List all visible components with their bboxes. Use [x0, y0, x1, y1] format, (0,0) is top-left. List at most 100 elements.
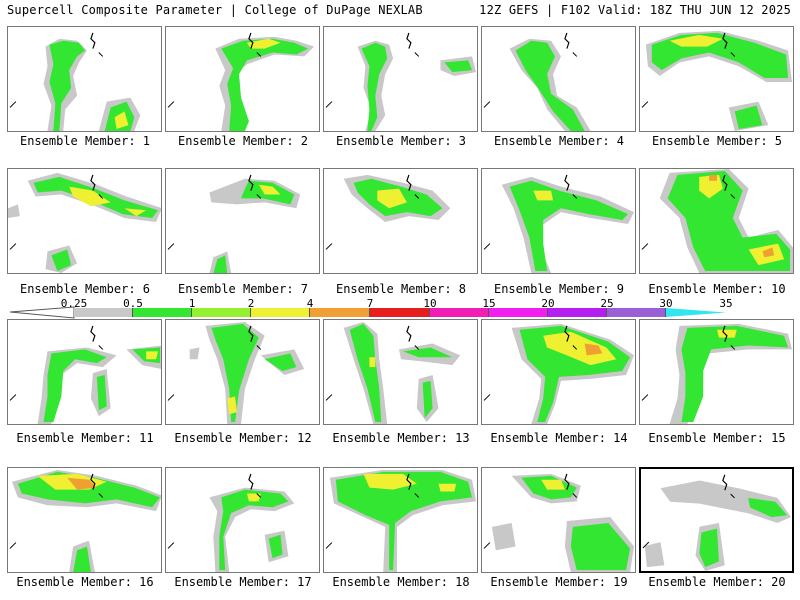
ensemble-panel-19[interactable]	[481, 467, 636, 573]
green-contour-1	[748, 497, 788, 518]
scp-map-12	[167, 321, 305, 424]
ensemble-panel-12[interactable]	[165, 319, 320, 425]
ensemble-panel-3[interactable]	[323, 26, 478, 132]
green-contour-1	[681, 325, 789, 423]
bay-outline	[414, 345, 420, 350]
green-contour-2	[699, 528, 719, 568]
yellow-contour-1	[377, 188, 407, 209]
legend-tick-7: 10	[423, 297, 437, 310]
coastline	[9, 542, 17, 549]
lake-outline	[722, 325, 728, 342]
panel-label-15: Ensemble Member: 15	[648, 431, 786, 445]
ensemble-panel-2[interactable]	[165, 26, 320, 132]
bay-outline	[414, 194, 420, 199]
panel-label-10: Ensemble Member: 10	[648, 282, 786, 296]
green-contour-2	[96, 374, 107, 411]
legend-swatch-3	[192, 308, 251, 317]
panel-label-2: Ensemble Member: 2	[177, 134, 309, 148]
bay-outline	[256, 345, 262, 350]
lake-outline	[248, 325, 254, 342]
legend-swatch-5	[310, 308, 370, 317]
panel-label-9: Ensemble Member: 9	[493, 282, 625, 296]
ensemble-panel-10[interactable]	[639, 168, 794, 274]
ensemble-panel-6[interactable]	[7, 168, 162, 274]
ensemble-panel-11[interactable]	[7, 319, 162, 425]
gray-contour-3	[644, 542, 665, 568]
yellow-contour-1	[669, 34, 723, 47]
green-contour-2	[213, 255, 228, 273]
bay-outline	[730, 194, 736, 199]
panel-label-5: Ensemble Member: 5	[651, 134, 783, 148]
lake-outline	[564, 473, 570, 490]
legend-swatch-10	[607, 308, 666, 317]
ensemble-panel-1[interactable]	[7, 26, 162, 132]
legend-swatch-6	[370, 308, 430, 317]
header-title: Supercell Composite Parameter | College …	[7, 3, 423, 17]
ensemble-panel-17[interactable]	[165, 467, 320, 573]
scp-map-7	[167, 174, 301, 273]
panel-label-19: Ensemble Member: 19	[490, 575, 628, 589]
green-contour-1	[349, 323, 382, 423]
coastline	[325, 394, 333, 401]
scp-map-2	[167, 32, 315, 131]
yellow-contour-1	[69, 186, 111, 207]
legend-tick-8: 15	[482, 297, 496, 310]
panel-label-18: Ensemble Member: 18	[332, 575, 470, 589]
green-contour-1	[667, 170, 791, 272]
gray-contour-1	[660, 480, 792, 523]
green-contour-1	[361, 42, 388, 131]
lake-outline	[90, 325, 96, 342]
ensemble-panel-9[interactable]	[481, 168, 636, 274]
yellow-contour-2	[438, 483, 457, 492]
legend-tick-3: 1	[188, 297, 196, 310]
scp-map-13	[325, 321, 461, 424]
ensemble-panel-7[interactable]	[165, 168, 320, 274]
scp-map-10	[641, 169, 793, 273]
lake-outline	[564, 174, 570, 191]
lake-outline	[406, 325, 412, 342]
bay-outline	[98, 493, 104, 498]
scp-map-17	[167, 473, 295, 572]
yellow-contour-1	[369, 357, 376, 368]
lake-outline	[722, 32, 728, 49]
coastline	[483, 394, 491, 401]
ensemble-panel-18[interactable]	[323, 467, 478, 573]
ensemble-panel-4[interactable]	[481, 26, 636, 132]
green-contour-2	[402, 347, 453, 358]
yellow-contour-2	[124, 208, 147, 217]
coastline	[167, 243, 175, 250]
panel-label-3: Ensemble Member: 3	[335, 134, 467, 148]
bay-outline	[98, 345, 104, 350]
coastline	[9, 243, 17, 250]
coastline	[325, 101, 333, 108]
scp-map-9	[483, 174, 635, 273]
green-contour-2	[570, 522, 631, 571]
legend-swatch-4	[251, 308, 310, 317]
panel-label-7: Ensemble Member: 7	[177, 282, 309, 296]
ensemble-panel-20[interactable]	[639, 467, 794, 573]
ensemble-panel-15[interactable]	[639, 319, 794, 425]
coastline	[483, 101, 491, 108]
ensemble-panel-8[interactable]	[323, 168, 478, 274]
yellow-contour-1	[146, 351, 159, 360]
ensemble-panel-5[interactable]	[639, 26, 794, 132]
scp-map-19	[483, 473, 635, 572]
scp-map-14	[483, 323, 635, 424]
green-contour-2	[51, 249, 72, 272]
legend-tick-1: 0.25	[60, 297, 88, 310]
ensemble-panel-13[interactable]	[323, 319, 478, 425]
coastline	[167, 542, 175, 549]
legend-swatch-8	[489, 308, 548, 317]
lake-outline	[90, 32, 96, 49]
coastline	[641, 394, 649, 401]
bay-outline	[572, 52, 578, 57]
legend-tick-4: 2	[247, 297, 255, 310]
bay-outline	[414, 52, 420, 57]
bay-outline	[572, 345, 578, 350]
ensemble-panel-14[interactable]	[481, 319, 636, 425]
green-contour-2	[268, 534, 283, 559]
panel-label-1: Ensemble Member: 1	[19, 134, 151, 148]
legend-swatch-11	[666, 308, 726, 317]
lake-outline	[248, 32, 254, 49]
ensemble-panel-16[interactable]	[7, 467, 162, 573]
